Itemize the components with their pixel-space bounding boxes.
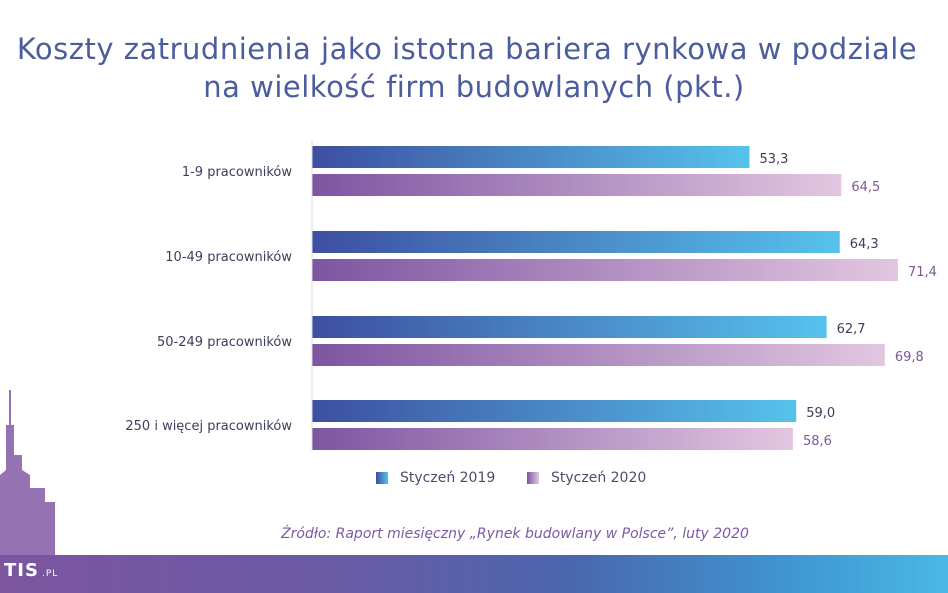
brand-logo: TIS .PL — [4, 560, 58, 581]
bar-2019 — [312, 316, 827, 338]
bar-2019 — [312, 231, 840, 253]
legend-swatch-2019 — [376, 472, 388, 484]
bar-2020 — [312, 344, 885, 366]
bar-2019 — [312, 146, 750, 168]
bar-2020 — [312, 428, 793, 450]
chart-title-line-1: Koszty zatrudnienia jako istotna bariera… — [16, 32, 918, 66]
tower-silhouette — [0, 390, 55, 555]
legend-item-2019: Styczeń 2019 — [376, 470, 495, 486]
data-label-2019: 53,3 — [759, 152, 788, 167]
legend-label-2020: Styczeń 2020 — [551, 470, 647, 486]
legend-swatch-2020 — [527, 472, 539, 484]
source-note: Źródło: Raport miesięczny „Rynek budowla… — [281, 526, 749, 542]
data-label-2020: 58,6 — [803, 434, 832, 449]
data-label-2020: 69,8 — [895, 350, 924, 365]
logo-suffix: .PL — [41, 569, 59, 579]
legend-item-2020: Styczeń 2020 — [527, 470, 646, 486]
data-label-2019: 64,3 — [850, 237, 879, 252]
bar-2019 — [312, 400, 797, 422]
data-label-2020: 71,4 — [908, 265, 937, 280]
category-label: 250 i więcej pracowników — [125, 419, 292, 434]
data-label-2019: 59,0 — [806, 406, 835, 421]
category-label: 50-249 pracowników — [157, 335, 292, 350]
category-label: 1-9 pracowników — [182, 165, 293, 180]
data-label-2020: 64,5 — [851, 180, 880, 195]
data-label-2019: 62,7 — [837, 322, 866, 337]
chart-title-line-2: na wielkość firm budowlanych (pkt.) — [203, 70, 745, 104]
chart-legend: Styczeń 2019 Styczeń 2020 — [0, 470, 948, 490]
category-label: 10-49 pracowników — [165, 250, 292, 265]
footer-band — [0, 555, 948, 593]
bars-layer: 1-9 pracowników 53,3 64,5 10-49 pracowników… — [125, 146, 937, 450]
legend-label-2019: Styczeń 2019 — [400, 470, 496, 486]
chart-title: Koszty zatrudnienia jako istotna bariera… — [0, 30, 948, 106]
bar-2020 — [312, 174, 842, 196]
bar-2020 — [312, 259, 898, 281]
logo-text: TIS — [4, 560, 39, 581]
